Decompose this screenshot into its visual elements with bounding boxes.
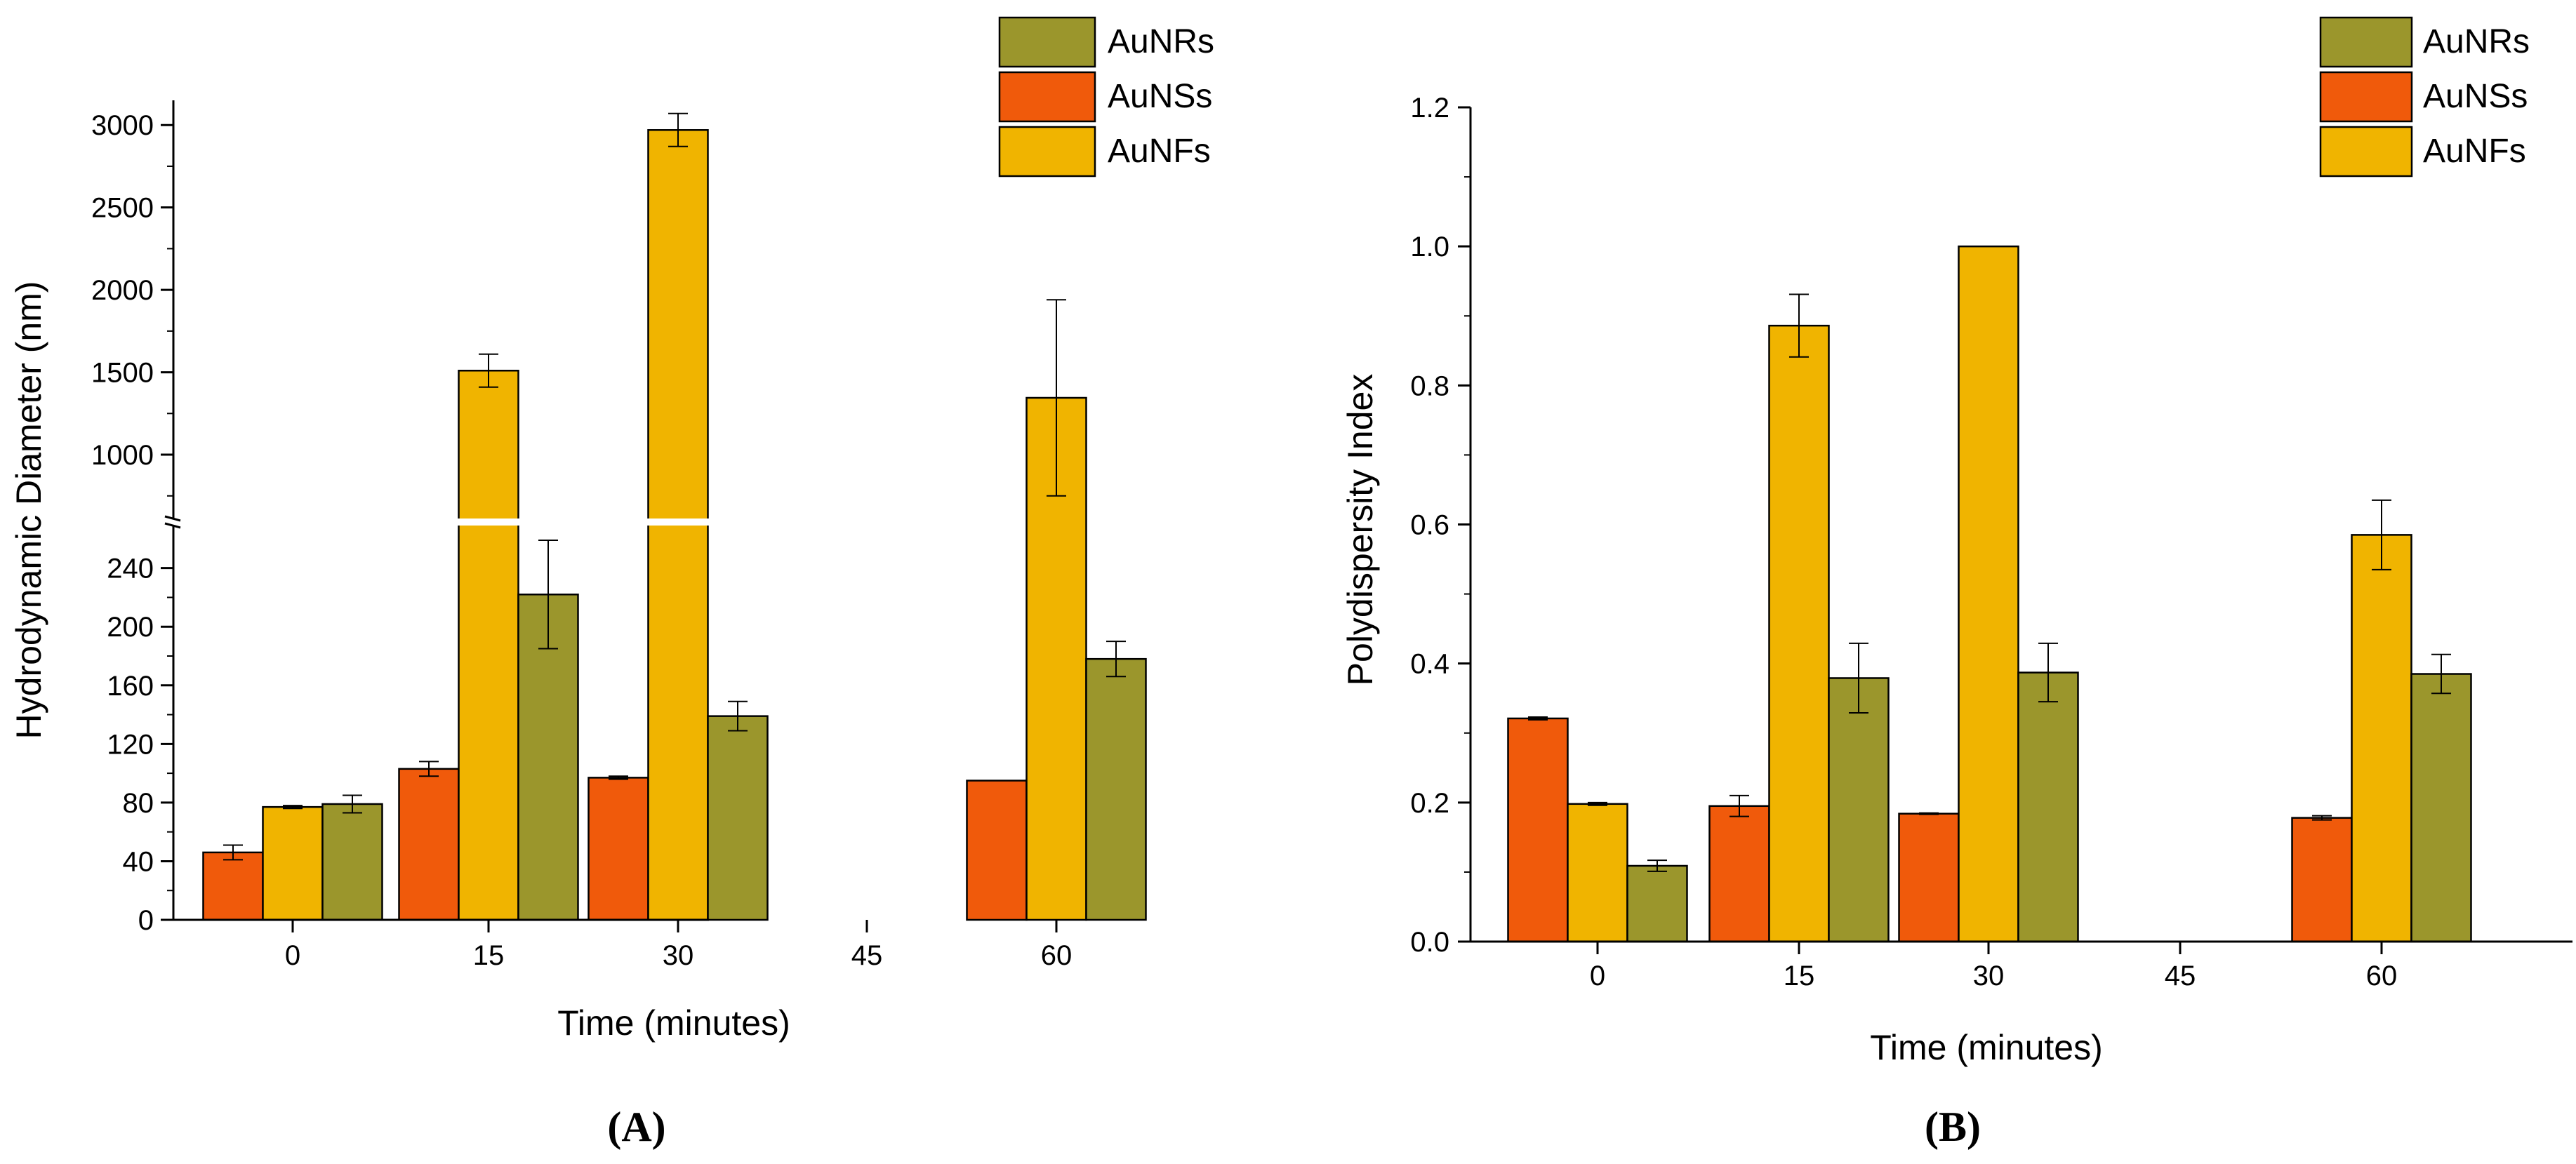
y-tick-label-a: 1000: [91, 440, 154, 471]
legend-label-aunrs: AuNRs: [2423, 23, 2530, 60]
y-tick-label-b: 0.0: [1410, 927, 1449, 958]
bar-a-aunss-60: [966, 780, 1028, 921]
bar-a-aunrs-30: [707, 715, 769, 921]
y-tick-label-a: 0: [138, 905, 154, 936]
bar-b-aunss-30: [1898, 812, 1960, 943]
panel-a-chart: 0 40 80 120 160 200 240 1000 1500 2000 2500 3000 0 15…: [9, 16, 1214, 1150]
y-tick-label-b: 0.8: [1410, 370, 1449, 401]
x-tick-label-a: 30: [663, 940, 694, 971]
legend-label-aunss: AuNSs: [1108, 78, 1212, 115]
legend-swatch-aunrs: [2319, 16, 2413, 68]
bar-b-aunrs-15: [1828, 677, 1890, 943]
x-tick-label-a: 0: [285, 940, 300, 971]
legend-swatch-aunfs: [998, 126, 1096, 178]
bar-a-aunfs-0: [262, 805, 324, 921]
legend-b: AuNRs AuNSs AuNFs: [2319, 16, 2530, 178]
y-tick-label-a: 80: [123, 788, 154, 819]
bar-b-aunrs-0: [1626, 864, 1688, 943]
x-tick-label-b: 30: [1973, 961, 2005, 991]
legend-a: AuNRs AuNSs AuNFs: [998, 16, 1214, 178]
x-tick-label-b: 0: [1590, 961, 1605, 991]
y-tick-label-b: 0.4: [1410, 649, 1449, 680]
y-tick-label-b: 1.2: [1410, 93, 1449, 123]
panel-label-b: (B): [1925, 1104, 1981, 1150]
y-axis-title-b: Polydispersity Index: [1341, 374, 1380, 686]
bar-b-aunrs-30: [2017, 671, 2079, 943]
y-tick-label-a: 2500: [91, 193, 154, 224]
y-tick-label-b: 1.0: [1410, 232, 1449, 262]
y-tick-label-a: 2000: [91, 275, 154, 306]
bar-a-aunss-15: [398, 768, 460, 921]
y-tick-label-a: 120: [107, 729, 154, 760]
y-tick-label-a: 40: [123, 846, 154, 877]
bar-b-aunfs-60: [2351, 534, 2412, 943]
legend-label-aunfs: AuNFs: [1108, 133, 1211, 170]
x-tick-label-a: 15: [473, 940, 505, 971]
bar-b-aunfs-0: [1567, 803, 1628, 943]
bar-b-aunss-60: [2291, 817, 2353, 943]
axis-break-gap: [159, 519, 709, 526]
legend-label-aunrs: AuNRs: [1108, 23, 1214, 60]
panel-label-a: (A): [607, 1104, 665, 1150]
bar-a-aunfs-15: [458, 369, 519, 921]
y-tick-label-b: 0.6: [1410, 510, 1449, 541]
x-tick-label-a: 45: [851, 940, 883, 971]
bar-a-aunss-0: [202, 851, 264, 921]
bar-a-aunrs-60: [1085, 657, 1147, 921]
y-axis-title-a: Hydrodynamic Diameter (nm): [9, 281, 48, 740]
x-axis-title-a: Time (minutes): [557, 1003, 790, 1043]
axis-break-mark: [164, 515, 181, 522]
axis-break-mark: [164, 522, 181, 529]
bar-b-aunss-0: [1507, 717, 1569, 943]
legend-swatch-aunrs: [998, 16, 1096, 68]
bar-b-aunrs-60: [2410, 673, 2472, 943]
panel-b-chart: 0.0 0.2 0.4 0.6 0.8 1.0 1.2 0 15 30 45 60 Time (minu…: [1341, 16, 2572, 1150]
bar-a-aunss-30: [587, 777, 649, 921]
y-tick-label-a: 240: [107, 554, 154, 584]
x-tick-label-b: 60: [2366, 961, 2398, 991]
bar-b-aunfs-30: [1958, 245, 2019, 943]
y-tick-label-a: 3000: [91, 110, 154, 141]
y-tick-label-b: 0.2: [1410, 788, 1449, 819]
legend-swatch-aunss: [998, 71, 1096, 123]
legend-label-aunfs: AuNFs: [2423, 133, 2526, 170]
y-tick-label-a: 160: [107, 671, 154, 702]
x-tick-label-b: 15: [1784, 961, 1815, 991]
legend-swatch-aunfs: [2319, 126, 2413, 178]
legend-label-aunss: AuNSs: [2423, 78, 2528, 115]
x-tick-label-b: 45: [2165, 961, 2196, 991]
x-tick-label-a: 60: [1041, 940, 1073, 971]
y-tick-label-a: 1500: [91, 358, 154, 389]
y-tick-label-a: 200: [107, 612, 154, 643]
x-axis-title-b: Time (minutes): [1870, 1028, 2103, 1067]
legend-swatch-aunss: [2319, 71, 2413, 123]
bar-b-aunfs-15: [1768, 324, 1830, 943]
bar-a-aunrs-0: [321, 803, 383, 921]
bar-b-aunss-15: [1708, 805, 1770, 943]
